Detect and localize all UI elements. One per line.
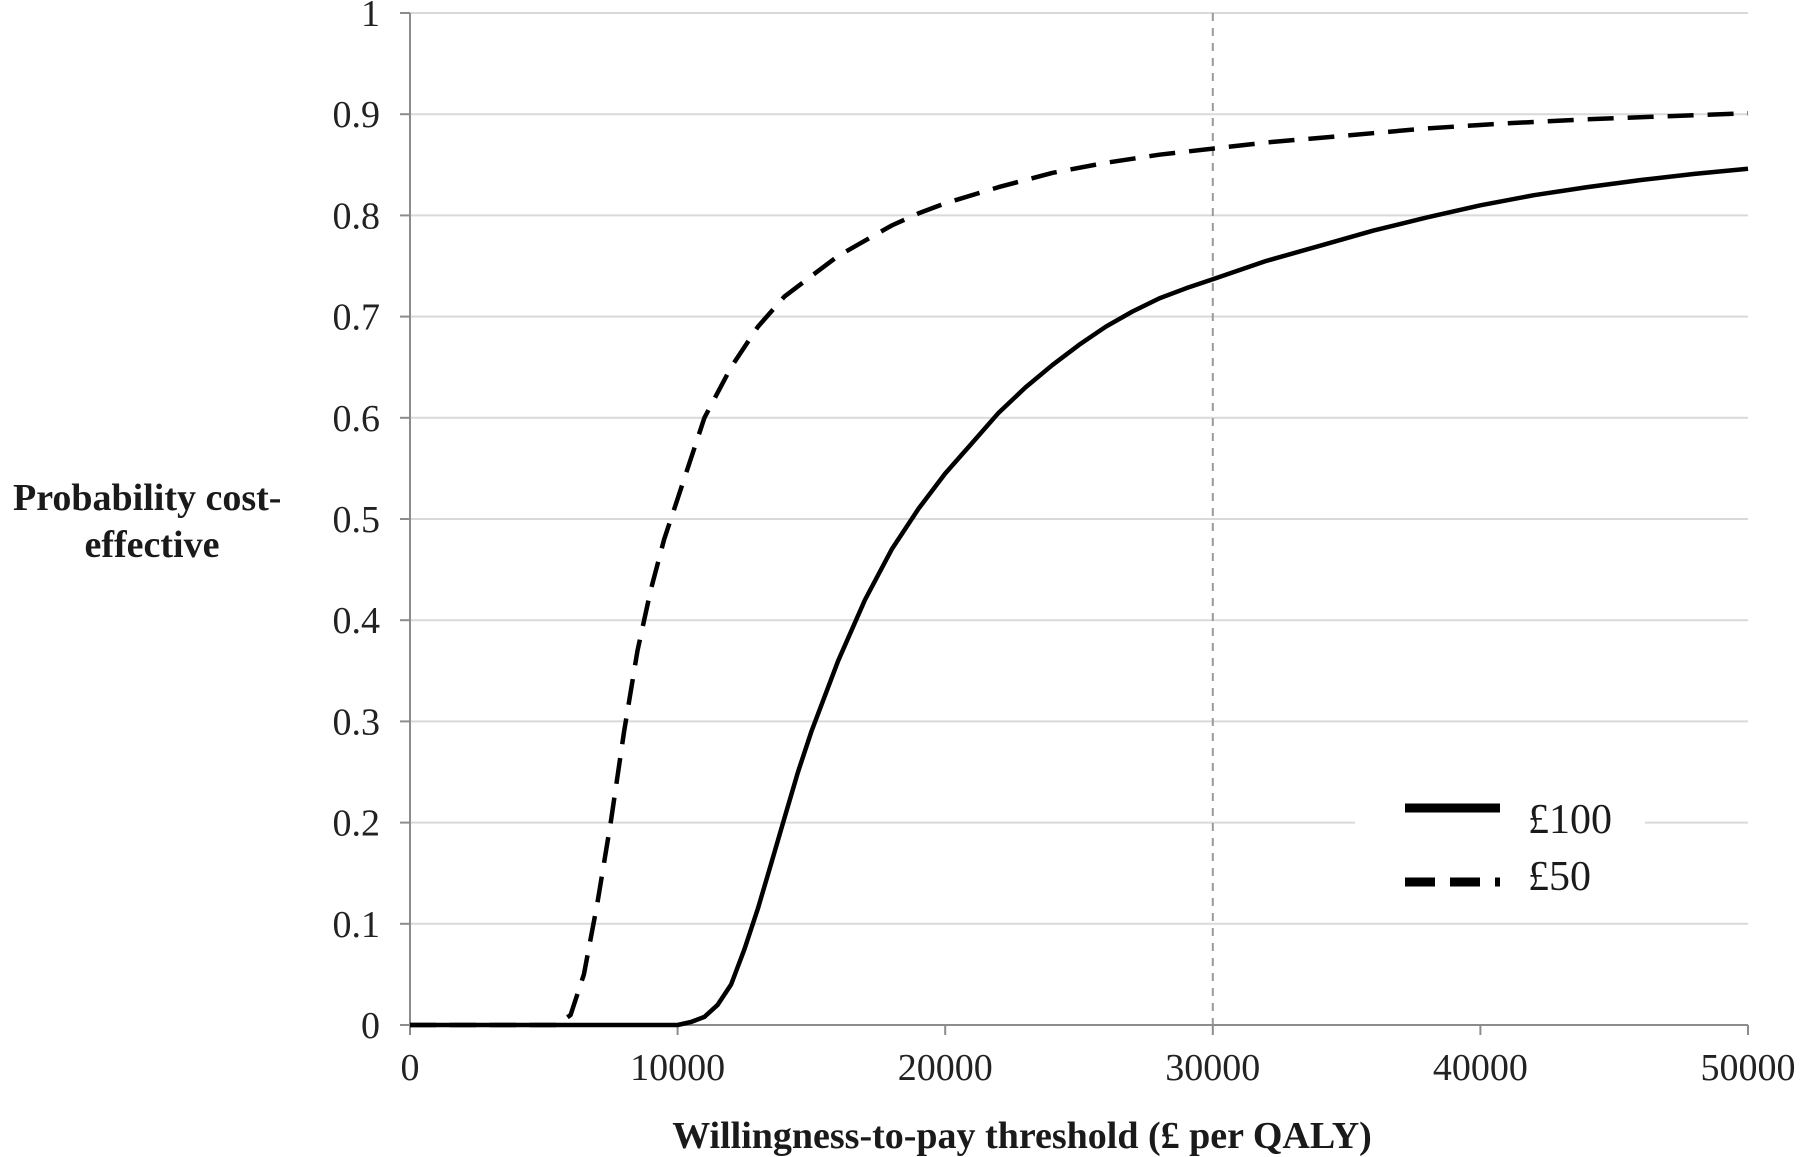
y-axis-title-line-2: effective — [85, 524, 220, 566]
legend-label-series-2: £50 — [1528, 854, 1591, 900]
x-axis-title: Willingness-to-pay threshold (£ per QALY… — [672, 1115, 1372, 1157]
series-lines — [410, 110, 1749, 1028]
grid-lines — [410, 12, 1748, 925]
y-tick-label: 0.4 — [333, 600, 381, 642]
x-tick-label: 30000 — [1165, 1047, 1260, 1089]
legend-label-series-1: £100 — [1528, 797, 1612, 843]
x-axis-ticks: 0 10000 20000 30000 40000 50000 — [401, 1025, 1796, 1089]
y-tick-label: 0.9 — [333, 94, 381, 136]
x-tick-label: 10000 — [630, 1047, 725, 1089]
y-tick-label: 1 — [361, 0, 380, 35]
y-axis-title-line-1: Probability cost- — [13, 477, 281, 519]
y-axis-title: Probability cost- effective — [13, 477, 291, 566]
legend: £100 £50 — [1355, 782, 1645, 922]
x-tick-label: 20000 — [898, 1047, 993, 1089]
y-tick-label: 0.7 — [333, 297, 381, 339]
y-tick-label: 0.8 — [333, 195, 381, 237]
series-line-2 — [410, 110, 1749, 1028]
x-tick-label: 0 — [401, 1047, 420, 1089]
y-tick-label: 0.1 — [333, 904, 381, 946]
x-tick-label: 40000 — [1433, 1047, 1528, 1089]
y-tick-label: 0.6 — [333, 398, 381, 440]
y-tick-label: 0.3 — [333, 701, 381, 743]
y-tick-label: 0 — [361, 1005, 380, 1047]
x-tick-label: 50000 — [1701, 1047, 1796, 1089]
y-tick-label: 0.2 — [333, 803, 381, 845]
y-tick-label: 0.5 — [333, 499, 381, 541]
series-line-1 — [410, 166, 1749, 1028]
y-axis-ticks: 0 0.1 0.2 0.3 0.4 0.5 0.6 0.7 0.8 0.9 1 — [333, 0, 410, 1047]
